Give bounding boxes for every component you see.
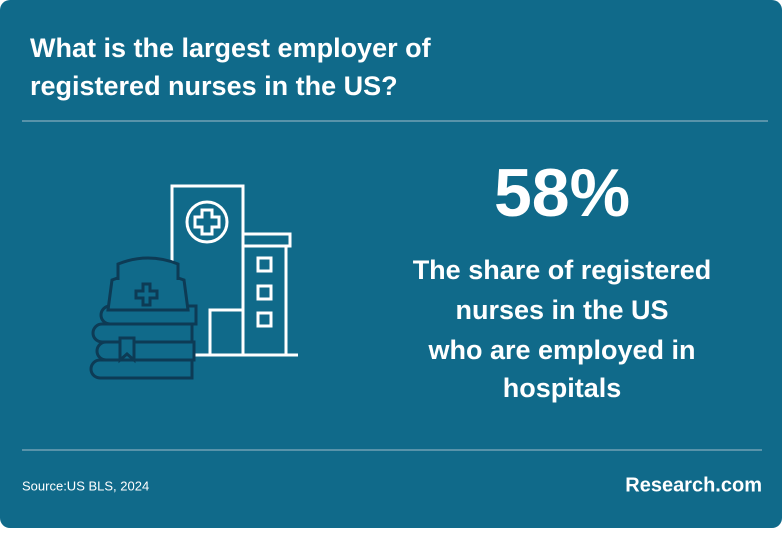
hospital-icon: [89, 184, 298, 380]
source: Source:US BLS, 2024: [22, 478, 149, 493]
title-line: registered nurses in the US?: [30, 71, 398, 101]
title-line: What is the largest employer of: [30, 33, 432, 63]
stat-value: 58%: [494, 155, 630, 231]
stat-description: nurses in the US: [455, 295, 668, 325]
brand: Research.com: [625, 474, 762, 496]
stat-description: who are employed in: [427, 335, 695, 365]
stat-description: The share of registered: [413, 255, 712, 285]
stat-description: hospitals: [503, 373, 622, 403]
